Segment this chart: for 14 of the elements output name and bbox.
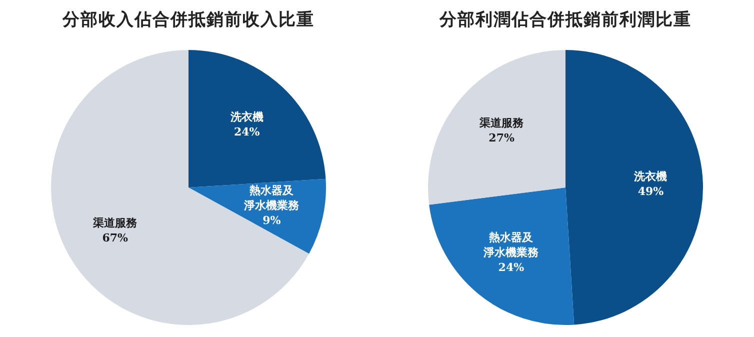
slice-label: 渠道服務	[92, 216, 138, 230]
data-label: 67%	[102, 231, 129, 244]
data-label: 24%	[234, 126, 260, 139]
slice-label: 熱水器及淨水機業務	[482, 231, 540, 260]
slice-label: 洗衣機	[229, 110, 264, 124]
data-label: 49%	[638, 185, 664, 198]
data-label: 9%	[262, 214, 282, 227]
slice-label: 熱水器及淨水機業務	[243, 184, 300, 212]
slice-label: 洗衣機	[633, 170, 668, 184]
chart-title: 分部利潤佔合併抵銷前利潤比重	[438, 9, 692, 31]
slice-label: 渠道服務	[478, 116, 525, 130]
data-label: 24%	[498, 261, 525, 274]
chart-title: 分部收入佔合併抵銷前收入比重	[61, 9, 316, 31]
data-label: 27%	[488, 131, 515, 144]
